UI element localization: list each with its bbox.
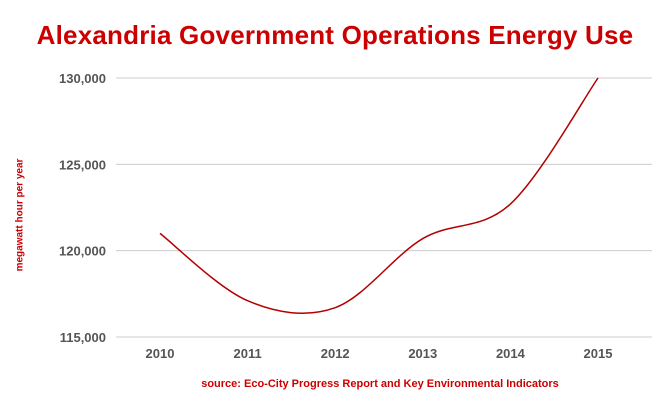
y-tick-label: 115,000 (60, 330, 106, 345)
x-tick-label: 2014 (496, 346, 526, 361)
chart-title: Alexandria Government Operations Energy … (36, 20, 634, 50)
y-tick-label: 125,000 (59, 157, 106, 172)
x-tick-label: 2015 (584, 346, 613, 361)
y-tick-labels: 115,000 120,000 125,000 130,000 (59, 71, 106, 345)
y-tick-label: 120,000 (59, 244, 106, 259)
x-tick-labels: 2010 2011 2012 2013 2014 2015 (146, 346, 613, 361)
x-tick-label: 2012 (321, 346, 350, 361)
gridlines (116, 77, 652, 338)
series-line-layer (159, 77, 599, 315)
x-tick-label: 2013 (408, 346, 437, 361)
y-tick-label: 130,000 (59, 71, 106, 86)
source-note: source: Eco-City Progress Report and Key… (201, 378, 559, 390)
x-tick-label: 2011 (233, 346, 261, 361)
y-axis-label-text: megawatt hour per year (14, 158, 26, 272)
x-tick-label: 2010 (146, 346, 175, 361)
series-line (159, 77, 599, 315)
